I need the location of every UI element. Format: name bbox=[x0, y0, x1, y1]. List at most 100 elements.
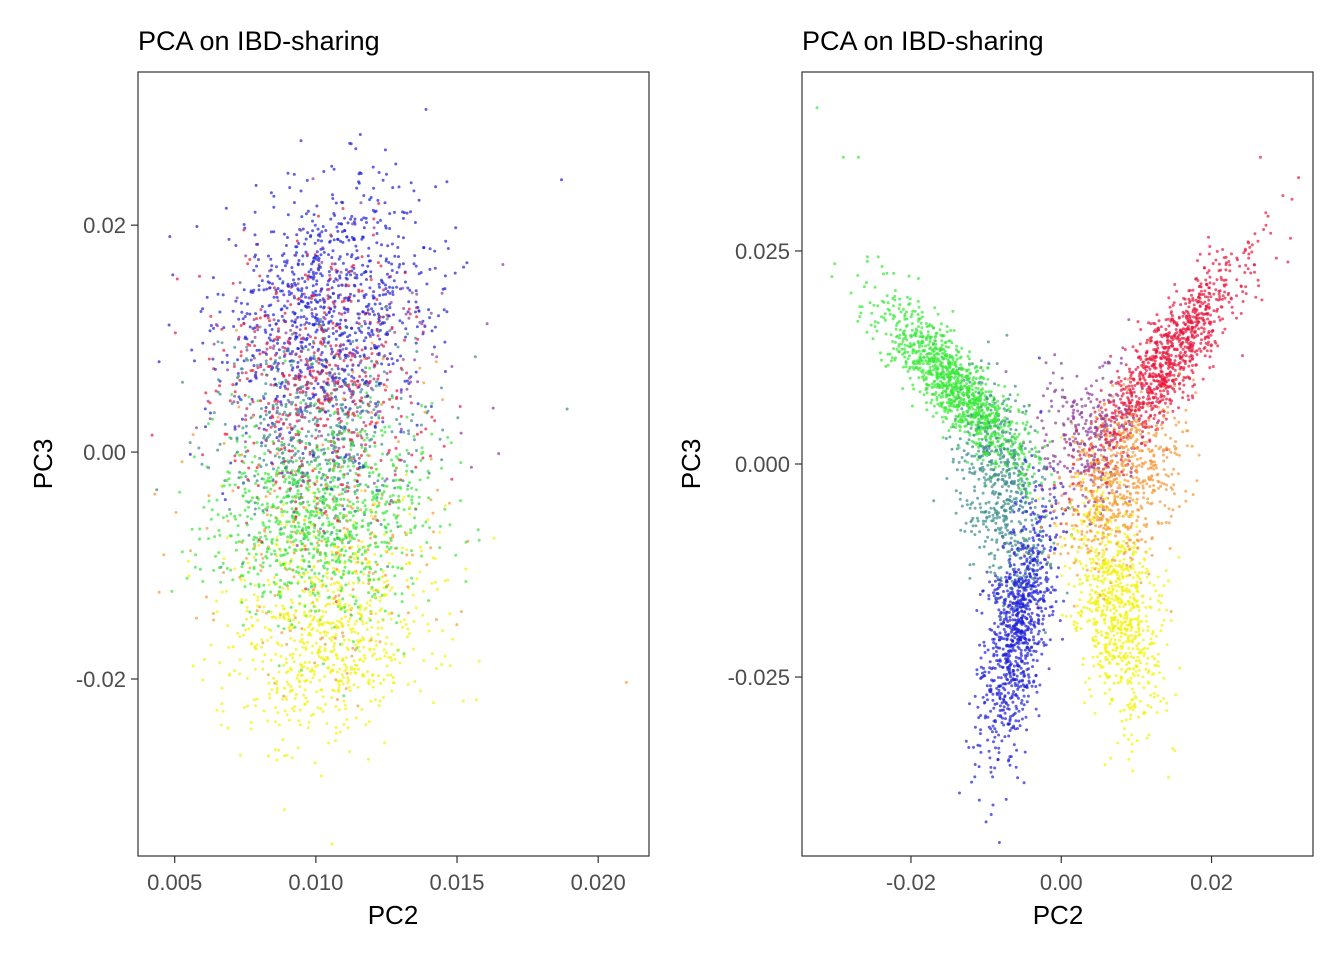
scatter-point bbox=[1135, 519, 1139, 522]
scatter-point bbox=[281, 268, 284, 272]
scatter-point bbox=[239, 350, 243, 354]
scatter-point bbox=[327, 311, 331, 315]
scatter-point bbox=[217, 378, 220, 382]
scatter-point bbox=[408, 394, 412, 398]
scatter-point bbox=[300, 462, 304, 466]
scatter-point bbox=[369, 536, 372, 540]
scatter-point bbox=[331, 558, 335, 562]
scatter-point bbox=[328, 602, 332, 606]
scatter-point bbox=[288, 359, 292, 363]
scatter-point bbox=[1072, 416, 1076, 419]
scatter-point bbox=[345, 527, 349, 531]
scatter-point bbox=[313, 498, 317, 501]
scatter-point bbox=[381, 420, 385, 424]
scatter-point bbox=[353, 271, 357, 275]
scatter-point bbox=[362, 194, 366, 198]
scatter-point bbox=[264, 444, 268, 448]
scatter-point bbox=[393, 574, 397, 578]
scatter-point bbox=[372, 186, 376, 190]
scatter-point bbox=[276, 338, 280, 342]
scatter-point bbox=[1072, 604, 1076, 608]
scatter-point bbox=[309, 235, 312, 239]
scatter-point bbox=[305, 360, 309, 364]
scatter-point bbox=[1173, 283, 1177, 286]
scatter-point bbox=[364, 449, 368, 453]
scatter-point bbox=[350, 390, 353, 394]
scatter-point bbox=[337, 570, 341, 574]
scatter-point bbox=[343, 534, 347, 538]
scatter-point bbox=[293, 616, 297, 620]
scatter-point bbox=[294, 609, 298, 613]
scatter-point bbox=[300, 289, 303, 293]
scatter-point bbox=[285, 642, 289, 646]
scatter-point bbox=[349, 671, 353, 675]
scatter-point bbox=[367, 678, 371, 682]
scatter-point bbox=[331, 597, 335, 601]
scatter-point bbox=[310, 568, 314, 572]
scatter-point bbox=[1034, 499, 1038, 503]
scatter-point bbox=[339, 589, 343, 593]
scatter-point bbox=[261, 667, 265, 671]
scatter-point bbox=[421, 450, 425, 454]
scatter-point bbox=[346, 415, 350, 419]
scatter-point bbox=[321, 495, 325, 498]
scatter-point bbox=[324, 610, 328, 614]
scatter-point bbox=[246, 515, 249, 519]
scatter-point bbox=[294, 500, 298, 504]
scatter-point bbox=[359, 172, 363, 175]
scatter-point bbox=[293, 446, 297, 450]
scatter-point bbox=[284, 523, 288, 527]
scatter-point bbox=[1072, 455, 1075, 459]
scatter-point bbox=[384, 259, 388, 263]
scatter-point bbox=[1149, 637, 1153, 641]
scatter-point bbox=[330, 487, 334, 491]
scatter-point bbox=[262, 583, 266, 587]
scatter-point bbox=[346, 385, 350, 389]
scatter-point bbox=[365, 357, 369, 360]
scatter-point bbox=[1015, 435, 1019, 439]
scatter-point bbox=[1250, 250, 1254, 254]
scatter-point bbox=[305, 615, 309, 618]
scatter-point bbox=[410, 553, 414, 557]
scatter-point bbox=[364, 293, 368, 296]
scatter-point bbox=[239, 475, 243, 479]
scatter-point bbox=[275, 686, 279, 690]
scatter-point bbox=[282, 421, 286, 425]
scatter-point bbox=[332, 238, 336, 242]
scatter-point bbox=[368, 322, 372, 326]
scatter-point bbox=[284, 378, 288, 382]
scatter-point bbox=[287, 718, 291, 722]
scatter-point bbox=[374, 493, 378, 497]
scatter-point bbox=[369, 514, 373, 518]
scatter-point bbox=[371, 654, 374, 658]
scatter-point bbox=[342, 554, 346, 557]
scatter-point bbox=[318, 401, 322, 405]
scatter-point bbox=[319, 527, 322, 531]
scatter-point bbox=[241, 494, 245, 498]
scatter-point bbox=[390, 327, 394, 331]
scatter-point bbox=[367, 454, 371, 458]
scatter-point bbox=[257, 426, 261, 430]
scatter-point bbox=[350, 354, 354, 358]
scatter-point bbox=[293, 424, 297, 428]
scatter-point bbox=[984, 519, 988, 523]
scatter-point bbox=[310, 601, 314, 605]
scatter-point bbox=[297, 302, 301, 306]
scatter-point bbox=[279, 578, 283, 582]
scatter-point bbox=[252, 441, 256, 445]
scatter-point bbox=[355, 346, 359, 350]
scatter-point bbox=[308, 275, 312, 279]
scatter-point bbox=[473, 355, 477, 359]
scatter-point bbox=[429, 454, 432, 458]
scatter-point bbox=[269, 191, 273, 195]
scatter-point bbox=[296, 361, 300, 364]
scatter-point bbox=[388, 370, 392, 374]
scatter-point bbox=[384, 642, 388, 645]
scatter-point bbox=[285, 261, 289, 265]
scatter-point bbox=[331, 542, 334, 546]
scatter-point bbox=[309, 300, 313, 304]
scatter-point bbox=[274, 397, 278, 401]
scatter-point bbox=[360, 553, 364, 556]
scatter-point bbox=[383, 540, 387, 544]
scatter-point bbox=[407, 376, 411, 380]
